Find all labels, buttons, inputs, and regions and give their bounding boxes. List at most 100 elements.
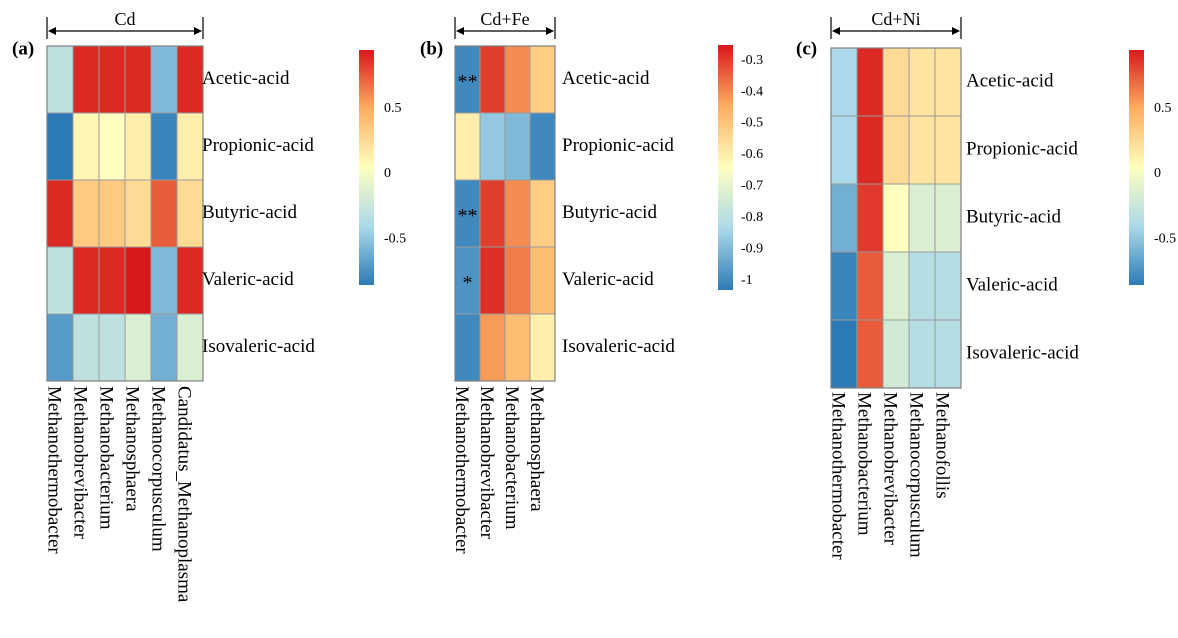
heatmap-cell <box>98 112 126 181</box>
heatmap-cell <box>98 45 126 114</box>
heatmap-cell <box>72 45 100 114</box>
heatmap-cell <box>46 45 74 114</box>
heatmap-cell <box>908 47 936 117</box>
heatmap-cell <box>454 313 481 382</box>
heatmap-cell <box>856 319 884 389</box>
heatmap-cell <box>908 115 936 185</box>
row-label: Propionic-acid <box>202 135 314 156</box>
heatmap-cell <box>124 179 152 248</box>
bracket-arrow-left <box>832 27 840 35</box>
heatmap-cell <box>479 45 506 114</box>
row-label: Acetic-acid <box>562 68 650 89</box>
heatmap-cell <box>150 313 178 382</box>
colorbar-tick-label: -0.7 <box>741 179 763 194</box>
group-label: Cd <box>114 9 135 29</box>
heatmap-border <box>46 45 204 382</box>
column-label: Methanothermobacter <box>828 392 849 560</box>
colorbar-tick-label: 0.5 <box>1154 101 1172 116</box>
colorbar-tick-label: -0.4 <box>741 84 763 99</box>
heatmap-cell <box>504 179 531 248</box>
colorbar-tick-label: -1 <box>741 273 753 288</box>
row-label: Isovaleric-acid <box>562 336 675 357</box>
heatmap-cell <box>504 45 531 114</box>
heatmap-cell <box>856 47 884 117</box>
heatmap-cell <box>176 246 204 315</box>
heatmap-cell <box>882 319 910 389</box>
heatmap-cell <box>934 115 962 185</box>
row-label: Propionic-acid <box>562 135 674 156</box>
colorbar-tick-label: -0.6 <box>741 147 763 162</box>
colorbar-tick-label: -0.9 <box>741 241 763 256</box>
significance-mark: ** <box>458 205 478 227</box>
panel-label: (c) <box>796 38 817 59</box>
column-label: Methanobrevibacter <box>476 386 497 540</box>
heatmap-cell <box>830 47 858 117</box>
bracket-arrow-left <box>456 27 464 35</box>
panel-label: (a) <box>12 38 34 59</box>
column-label: Methanosphaera <box>122 386 143 512</box>
heatmap-cell <box>529 45 556 114</box>
heatmap-cell <box>46 246 74 315</box>
heatmap-cell <box>150 112 178 181</box>
heatmap-cell <box>176 112 204 181</box>
row-label: Butyric-acid <box>562 202 657 223</box>
column-label: Methanothermobacter <box>451 386 472 554</box>
heatmap-cell <box>150 179 178 248</box>
heatmap-cell <box>908 319 936 389</box>
heatmap-cell <box>454 179 481 248</box>
heatmap-cell <box>856 115 884 185</box>
heatmap-cell <box>124 246 152 315</box>
row-label: Valeric-acid <box>202 269 294 290</box>
significance-mark: ** <box>458 71 478 93</box>
colorbar-tick-label: -0.5 <box>741 116 763 131</box>
heatmap-cell <box>46 313 74 382</box>
heatmap-cell <box>830 183 858 253</box>
heatmap-cell <box>934 183 962 253</box>
row-label: Isovaleric-acid <box>966 342 1079 363</box>
heatmap-cell <box>98 179 126 248</box>
column-label: Methanobacterium <box>501 386 522 530</box>
column-label: Methanofollis <box>932 392 953 499</box>
group-label: Cd+Fe <box>480 9 529 29</box>
colorbar <box>718 45 733 290</box>
heatmap-cell <box>176 313 204 382</box>
heatmap-cell <box>150 45 178 114</box>
heatmap-cell <box>124 45 152 114</box>
colorbar-tick-label: -0.8 <box>741 210 763 225</box>
row-label: Propionic-acid <box>966 138 1078 159</box>
heatmap-cell <box>98 313 126 382</box>
heatmap-cell <box>934 47 962 117</box>
row-label: Acetic-acid <box>202 68 290 89</box>
heatmap-cell <box>529 179 556 248</box>
heatmap-cell <box>150 246 178 315</box>
heatmap-border <box>830 47 962 389</box>
bracket-arrow-left <box>48 27 56 35</box>
colorbar-tick-label: 0 <box>1154 166 1161 181</box>
column-label: Candidatus_Methanoplasma <box>174 386 195 603</box>
row-label: Acetic-acid <box>966 70 1054 91</box>
heatmap-cell <box>46 179 74 248</box>
bracket-arrow-right <box>546 27 554 35</box>
heatmap-cell <box>124 112 152 181</box>
heatmap-cell <box>72 112 100 181</box>
column-label: Methanobacterium <box>96 386 117 530</box>
column-label: Methanobrevibacter <box>70 386 91 540</box>
row-label: Isovaleric-acid <box>202 336 315 357</box>
heatmap-cell <box>908 251 936 321</box>
column-label: Methanobacterium <box>854 392 875 536</box>
row-label: Valeric-acid <box>562 269 654 290</box>
column-label: Methanobrevibacter <box>880 392 901 546</box>
heatmap-border <box>454 45 556 382</box>
heatmap-cell <box>934 319 962 389</box>
heatmap-cell <box>529 112 556 181</box>
heatmap-cell <box>882 251 910 321</box>
heatmap-cell <box>504 112 531 181</box>
colorbar <box>359 50 374 285</box>
heatmap-cell <box>830 115 858 185</box>
colorbar-tick-label: -0.3 <box>741 53 763 68</box>
heatmap-cell <box>882 115 910 185</box>
colorbar-tick-label: -0.5 <box>1154 232 1176 247</box>
row-label: Butyric-acid <box>966 206 1061 227</box>
